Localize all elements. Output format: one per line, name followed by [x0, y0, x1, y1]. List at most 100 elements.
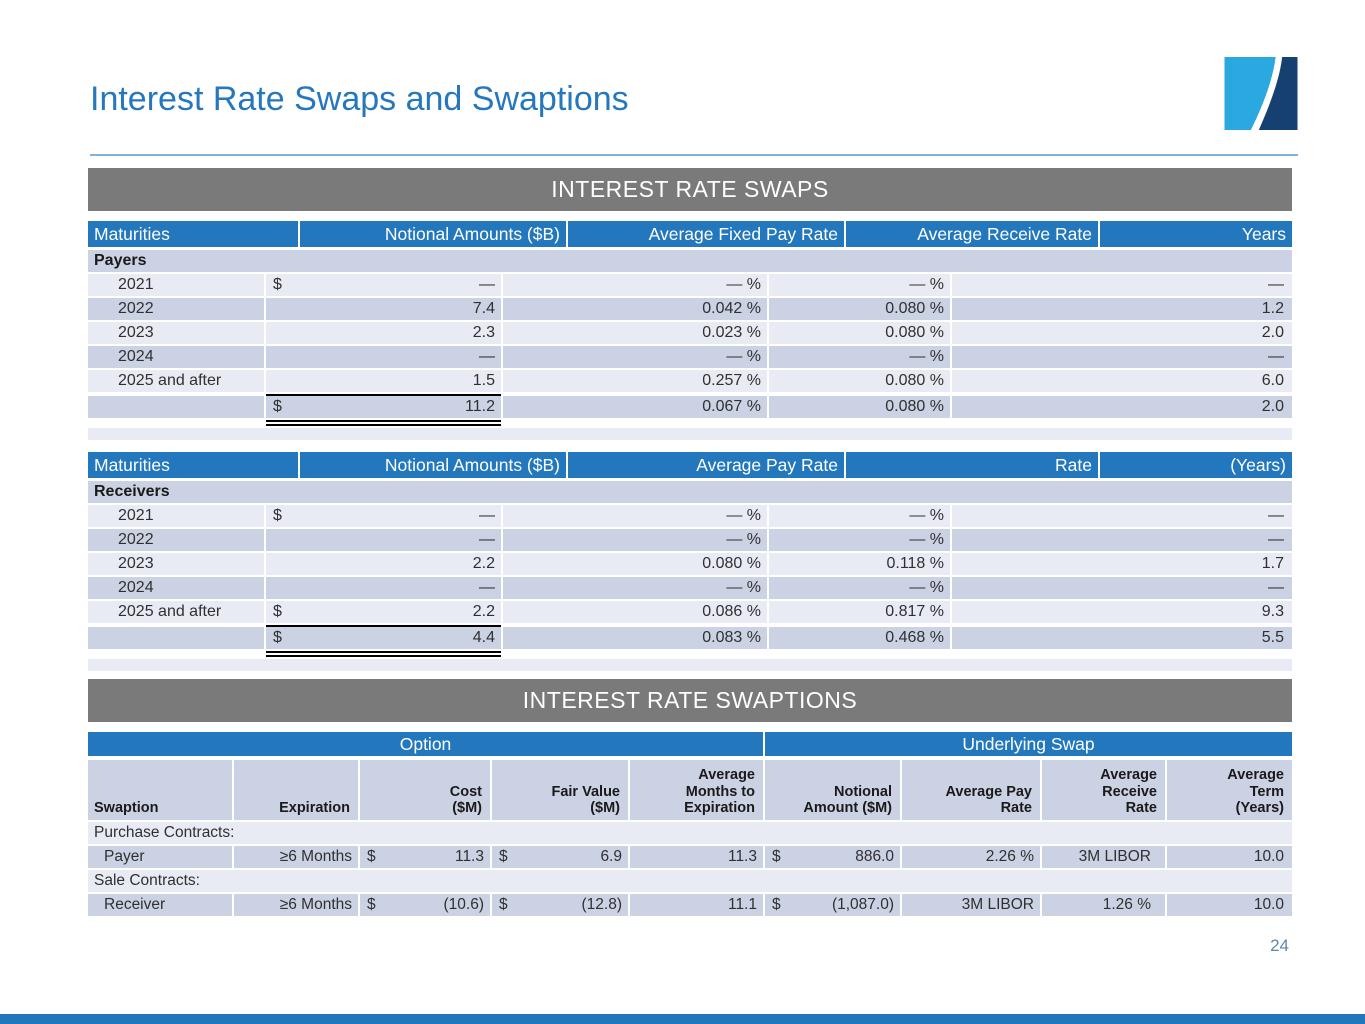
- receive-rate-cell: 0.468 %: [769, 625, 950, 649]
- fair-value: (12.8): [581, 896, 623, 913]
- section-header-swaps: INTEREST RATE SWAPS: [88, 168, 1292, 211]
- years-cell: 9.3: [952, 601, 1292, 623]
- dollar-sign: $: [499, 896, 508, 913]
- pay-rate-cell: — %: [503, 505, 767, 527]
- col-header-pay-rate: Average Pay Rate: [568, 452, 844, 478]
- table-row: 2022 7.4 0.042 % 0.080 % 1.2: [88, 298, 1292, 320]
- receive-rate-cell: — %: [769, 346, 950, 368]
- table-row: 2024 — — % — % —: [88, 577, 1292, 599]
- dollar-sign: $: [499, 848, 508, 865]
- receive-rate-cell: 0.080 %: [769, 322, 950, 344]
- notional-value: —: [479, 531, 495, 548]
- col-header-years: (Years): [1100, 452, 1292, 478]
- maturity-cell: 2022: [88, 529, 264, 551]
- notional-value: 1.5: [472, 372, 495, 389]
- col-header-cost: Cost ($M): [360, 760, 490, 820]
- slide-content: INTEREST RATE SWAPS Maturities Notional …: [88, 168, 1292, 918]
- col-header-fixed-pay-rate: Average Fixed Pay Rate: [568, 221, 844, 247]
- years-cell: 1.7: [952, 553, 1292, 575]
- table-row-receiver: Receiver ≥6 Months $ (10.6) $ (12.8) 11.1 …: [88, 894, 1292, 916]
- receive-rate-cell: — %: [769, 577, 950, 599]
- receive-rate-cell: 0.817 %: [769, 601, 950, 623]
- pay-rate-cell: 0.042 %: [503, 298, 767, 320]
- receive-rate-cell: 0.080 %: [769, 394, 950, 418]
- dollar-sign: $: [273, 276, 282, 293]
- swaption-cell: Payer: [88, 846, 232, 868]
- term-cell: 10.0: [1167, 894, 1292, 916]
- notional-cell: 2.3: [266, 322, 501, 344]
- notional-cell: $2.2: [266, 601, 501, 623]
- col-header-years: Years: [1100, 221, 1292, 247]
- maturity-cell: 2021: [88, 505, 264, 527]
- notional-cell: $ (1,087.0): [765, 894, 900, 916]
- maturity-cell: [88, 394, 264, 418]
- table-row: 2023 2.3 0.023 % 0.080 % 2.0: [88, 322, 1292, 344]
- years-cell: —: [952, 577, 1292, 599]
- total-double-rule: [88, 651, 1292, 657]
- notional-value: 2.2: [472, 603, 495, 620]
- notional-cell: $ —: [266, 505, 501, 527]
- section-header-swaps-label: INTEREST RATE SWAPS: [551, 176, 829, 202]
- table-spacer: [88, 659, 1292, 671]
- total-double-rule: [88, 420, 1292, 426]
- group-label: Payers: [88, 250, 1292, 272]
- notional-cell: —: [266, 346, 501, 368]
- cost-cell: $11.3: [360, 846, 490, 868]
- notional-cell: $11.2: [266, 394, 501, 418]
- pay-rate-cell: 0.086 %: [503, 601, 767, 623]
- maturity-cell: 2023: [88, 322, 264, 344]
- pay-rate-cell: 0.080 %: [503, 553, 767, 575]
- notional-value: —: [479, 276, 495, 293]
- years-cell: 5.5: [952, 625, 1292, 649]
- col-header-fair-value: Fair Value ($M): [492, 760, 628, 820]
- term-cell: 10.0: [1167, 846, 1292, 868]
- dollar-sign: $: [367, 848, 376, 865]
- fair-value: 6.9: [600, 848, 622, 865]
- group-row-receivers: Receivers: [88, 481, 1292, 503]
- years-cell: —: [952, 505, 1292, 527]
- company-logo-icon: [1224, 57, 1298, 130]
- receive-rate-cell: — %: [769, 529, 950, 551]
- maturity-cell: [88, 625, 264, 649]
- col-header-avg-receive-rate: Average Receive Rate: [1042, 760, 1165, 820]
- pay-rate-cell: — %: [503, 346, 767, 368]
- receive-rate-cell: 1.26 %: [1042, 894, 1165, 916]
- dollar-sign: $: [273, 398, 282, 415]
- col-header-avg-months: Average Months to Expiration: [630, 760, 763, 820]
- notional-value: 886.0: [855, 848, 894, 865]
- table-row: 2021 $ — — % — % —: [88, 505, 1292, 527]
- swaptions-group-header: Option Underlying Swap: [88, 732, 1292, 756]
- receive-rate-cell: — %: [769, 274, 950, 296]
- table-row: 2024 — — % — % —: [88, 346, 1292, 368]
- notional-value: 2.3: [472, 324, 495, 341]
- maturity-cell: 2021: [88, 274, 264, 296]
- notional-value: 11.2: [465, 398, 495, 415]
- page-title: Interest Rate Swaps and Swaptions: [90, 80, 629, 118]
- pay-rate-cell: 0.257 %: [503, 370, 767, 392]
- cost-value: (10.6): [443, 896, 485, 913]
- dollar-sign: $: [273, 629, 282, 646]
- footer-bar: [0, 1014, 1365, 1024]
- table-row: 2021 $ — — % — % —: [88, 274, 1292, 296]
- notional-value: —: [479, 579, 495, 596]
- notional-value: 2.2: [472, 555, 495, 572]
- notional-cell: $886.0: [765, 846, 900, 868]
- maturity-cell: 2024: [88, 577, 264, 599]
- receive-rate-cell: 0.080 %: [769, 370, 950, 392]
- group-header-option: Option: [88, 732, 763, 756]
- years-cell: —: [952, 274, 1292, 296]
- pay-rate-cell: 0.067 %: [503, 394, 767, 418]
- table-row: 2025 and after $2.2 0.086 % 0.817 % 9.3: [88, 601, 1292, 623]
- notional-cell: —: [266, 577, 501, 599]
- group-label: Purchase Contracts:: [88, 822, 1292, 844]
- notional-value: 4.4: [472, 629, 495, 646]
- total-row: $4.4 0.083 % 0.468 % 5.5: [88, 625, 1292, 649]
- maturity-cell: 2025 and after: [88, 370, 264, 392]
- maturity-cell: 2024: [88, 346, 264, 368]
- pay-rate-cell: 3M LIBOR: [902, 894, 1040, 916]
- swaptions-column-headers: Swaption Expiration Cost ($M) Fair Value…: [88, 760, 1292, 820]
- table-row-payer: Payer ≥6 Months $11.3 $6.9 11.3 $886.0 2…: [88, 846, 1292, 868]
- notional-value: —: [479, 507, 495, 524]
- dollar-sign: $: [273, 507, 282, 524]
